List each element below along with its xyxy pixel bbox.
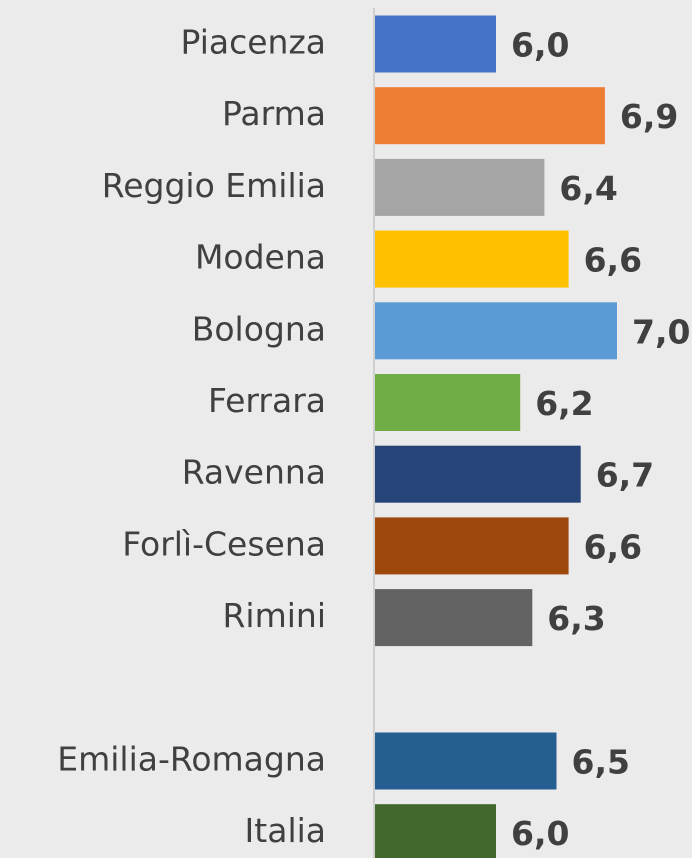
value-label: 6,4 <box>559 169 617 208</box>
bar <box>375 445 581 503</box>
bar <box>375 158 545 216</box>
value-label: 6,0 <box>511 26 569 65</box>
bar <box>375 732 557 790</box>
value-label: 6,5 <box>572 743 630 782</box>
bar <box>375 374 521 431</box>
value-label: 6,3 <box>547 599 605 638</box>
bar <box>375 15 496 73</box>
y-tick-label: Ravenna <box>182 453 326 492</box>
value-label: 6,0 <box>511 814 569 853</box>
y-tick-label: Reggio Emilia <box>102 166 326 205</box>
value-label: 6,9 <box>620 97 678 136</box>
y-tick-label: Ferrara <box>208 381 326 420</box>
bar <box>375 589 533 647</box>
bar <box>375 804 496 858</box>
y-tick-label: Rimini <box>223 596 327 635</box>
bar <box>375 230 569 288</box>
value-label: 7,0 <box>632 312 690 351</box>
bar <box>375 517 569 575</box>
y-tick-label: Modena <box>195 238 326 277</box>
y-tick-label: Bologna <box>192 309 326 348</box>
value-label: 6,6 <box>584 527 642 566</box>
y-tick-label: Parma <box>222 94 326 133</box>
y-tick-label: Italia <box>245 811 326 850</box>
bar <box>375 302 617 360</box>
value-label: 6,2 <box>535 384 593 423</box>
y-tick-label: Forlì-Cesena <box>122 524 326 563</box>
value-label: 6,6 <box>584 241 642 280</box>
value-label: 6,7 <box>596 456 654 495</box>
y-tick-label: Emilia-Romagna <box>57 740 326 779</box>
bar <box>375 87 605 145</box>
y-tick-label: Piacenza <box>181 23 326 62</box>
